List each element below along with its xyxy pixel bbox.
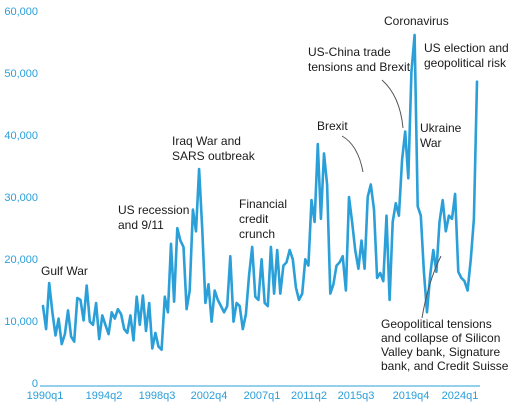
annotation-brexit: Brexit	[317, 119, 348, 133]
y-tick-label: 10,000	[4, 316, 38, 328]
annotation-us-china: US-China trade tensions and Brexit	[308, 45, 411, 74]
y-tick-label: 40,000	[4, 130, 38, 142]
leader-line-us-china	[381, 79, 404, 129]
y-axis: 0 10,000 20,000 30,000 40,000 50,000 60,…	[4, 6, 38, 390]
x-tick-label: 2019q4	[393, 390, 430, 402]
annotation-gulf-war: Gulf War	[41, 264, 88, 278]
annotation-us-election: US election and geopolitical risk	[424, 41, 508, 70]
y-tick-label: 60,000	[4, 6, 38, 18]
leader-lines	[341, 79, 442, 319]
y-tick-label: 30,000	[4, 192, 38, 204]
x-tick-label: 1998q3	[139, 390, 176, 402]
x-tick-label: 1990q1	[27, 390, 64, 402]
x-tick-label: 2007q1	[244, 390, 281, 402]
series-line	[41, 33, 479, 351]
annotation-ukraine-war: Ukraine War	[420, 121, 462, 150]
x-tick-label: 2015q3	[338, 390, 375, 402]
x-tick-label: 2002q4	[191, 390, 228, 402]
x-tick-label: 2011q2	[291, 390, 327, 402]
leader-line-geopolitical	[421, 255, 442, 319]
annotation-coronavirus: Coronavirus	[384, 14, 449, 28]
x-tick-label: 2024q1	[442, 390, 479, 402]
x-tick-label: 1994q2	[86, 390, 123, 402]
annotations: Gulf War US recession and 9/11 Iraq War a…	[41, 14, 508, 373]
annotation-iraq-war: Iraq War and SARS outbreak	[172, 134, 256, 163]
y-tick-label: 50,000	[4, 68, 38, 80]
leader-line-brexit	[341, 135, 364, 173]
x-axis: 1990q1 1994q2 1998q3 2002q4 2007q1 2011q…	[27, 390, 479, 402]
annotation-geopolitical-tensions: Geopolitical tensions and collapse of Sil…	[381, 317, 508, 373]
y-tick-label: 0	[32, 378, 38, 390]
annotation-us-recession: US recession and 9/11	[118, 203, 189, 232]
y-tick-label: 20,000	[4, 254, 38, 266]
annotation-financial-crunch: Financial credit crunch	[239, 197, 287, 241]
